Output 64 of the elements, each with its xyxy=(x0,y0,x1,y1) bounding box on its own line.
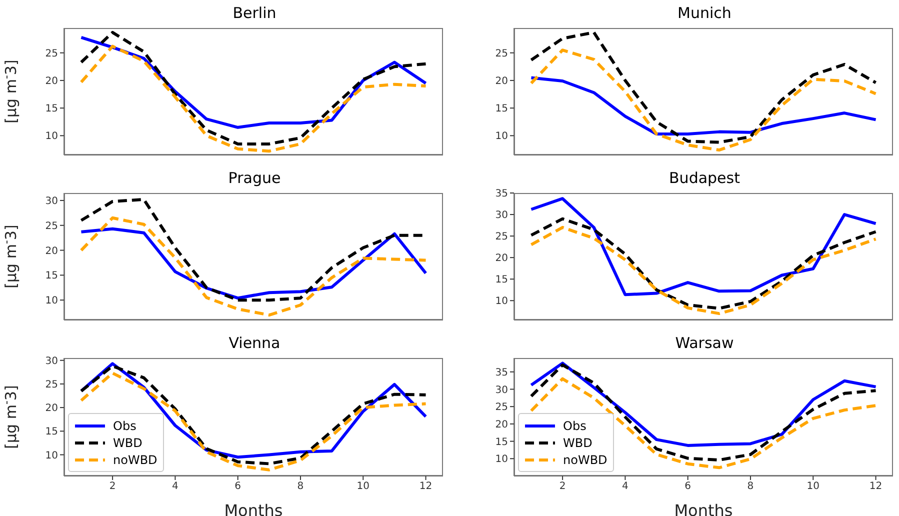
legend-label: noWBD xyxy=(113,452,158,466)
chart-title: Warsaw xyxy=(674,333,735,352)
legend-label: WBD xyxy=(563,436,592,450)
legend-label: noWBD xyxy=(563,452,608,466)
y-tick-label: 25 xyxy=(45,48,58,60)
y-tick-label: 25 xyxy=(495,232,508,243)
y-tick-label: 20 xyxy=(495,253,508,264)
y-tick-label: 15 xyxy=(495,274,508,286)
legend-label: Obs xyxy=(113,418,136,432)
x-tick-label: 10 xyxy=(806,481,820,492)
chart-title: Munich xyxy=(676,3,732,22)
y-tick-label: 20 xyxy=(45,403,58,414)
line-series xyxy=(80,216,428,317)
x-tick-label: 8 xyxy=(747,481,754,492)
legend-label: WBD xyxy=(113,436,142,450)
y-tick-label: 20 xyxy=(45,76,58,88)
line-series xyxy=(530,48,878,152)
x-tick-label: 2 xyxy=(109,481,116,492)
x-tick-label: 2 xyxy=(559,481,566,492)
y-tick-label: 30 xyxy=(45,356,58,367)
x-tick-label: 4 xyxy=(622,481,628,492)
y-tick-label: 10 xyxy=(495,296,508,308)
chart-title: Berlin xyxy=(232,3,278,22)
y-tick-label: 30 xyxy=(45,196,58,208)
legend-label: Obs xyxy=(563,418,586,432)
y-tick-label: 30 xyxy=(495,210,508,222)
line-series xyxy=(80,30,428,146)
chart-title: Vienna xyxy=(228,333,282,352)
chart-title: Budapest xyxy=(668,168,741,187)
y-tick-label: 25 xyxy=(45,220,58,232)
y-tick-label: 15 xyxy=(45,426,58,438)
y-tick-label: 35 xyxy=(495,188,508,200)
x-tick-label: 4 xyxy=(172,481,178,492)
x-tick-label: 12 xyxy=(419,481,432,492)
y-tick-label: 25 xyxy=(45,380,58,391)
x-tick-label: 10 xyxy=(356,481,370,492)
line-series xyxy=(530,377,878,470)
y-tick-label: 25 xyxy=(495,402,508,414)
y-tick-label: 15 xyxy=(495,436,508,448)
y-tick-label: 15 xyxy=(45,104,58,115)
y-tick-label: 30 xyxy=(495,384,508,396)
line-series xyxy=(80,44,428,153)
x-tick-label: 8 xyxy=(297,481,304,492)
y-tick-label: 15 xyxy=(495,104,508,115)
y-tick-label: 10 xyxy=(495,131,508,142)
y-tick-label: 20 xyxy=(45,246,58,257)
x-axis-title: Months xyxy=(674,501,733,516)
y-tick-label: 25 xyxy=(495,48,508,60)
y-tick-label: 10 xyxy=(45,450,58,462)
line-series xyxy=(530,197,878,296)
x-tick-label: 6 xyxy=(234,481,242,492)
y-tick-label: 35 xyxy=(495,367,508,378)
y-tick-label: 10 xyxy=(45,131,58,142)
y-tick-label: 15 xyxy=(45,270,58,282)
y-tick-label: 20 xyxy=(495,419,508,430)
line-series xyxy=(530,76,878,136)
x-axis-title: Months xyxy=(224,501,283,516)
y-tick-label: 10 xyxy=(45,296,58,307)
line-series xyxy=(530,30,878,144)
x-tick-label: 6 xyxy=(684,481,692,492)
y-tick-label: 10 xyxy=(495,454,508,466)
y-tick-label: 20 xyxy=(495,76,508,88)
x-tick-label: 12 xyxy=(869,481,882,492)
chart-title: Prague xyxy=(227,168,282,187)
